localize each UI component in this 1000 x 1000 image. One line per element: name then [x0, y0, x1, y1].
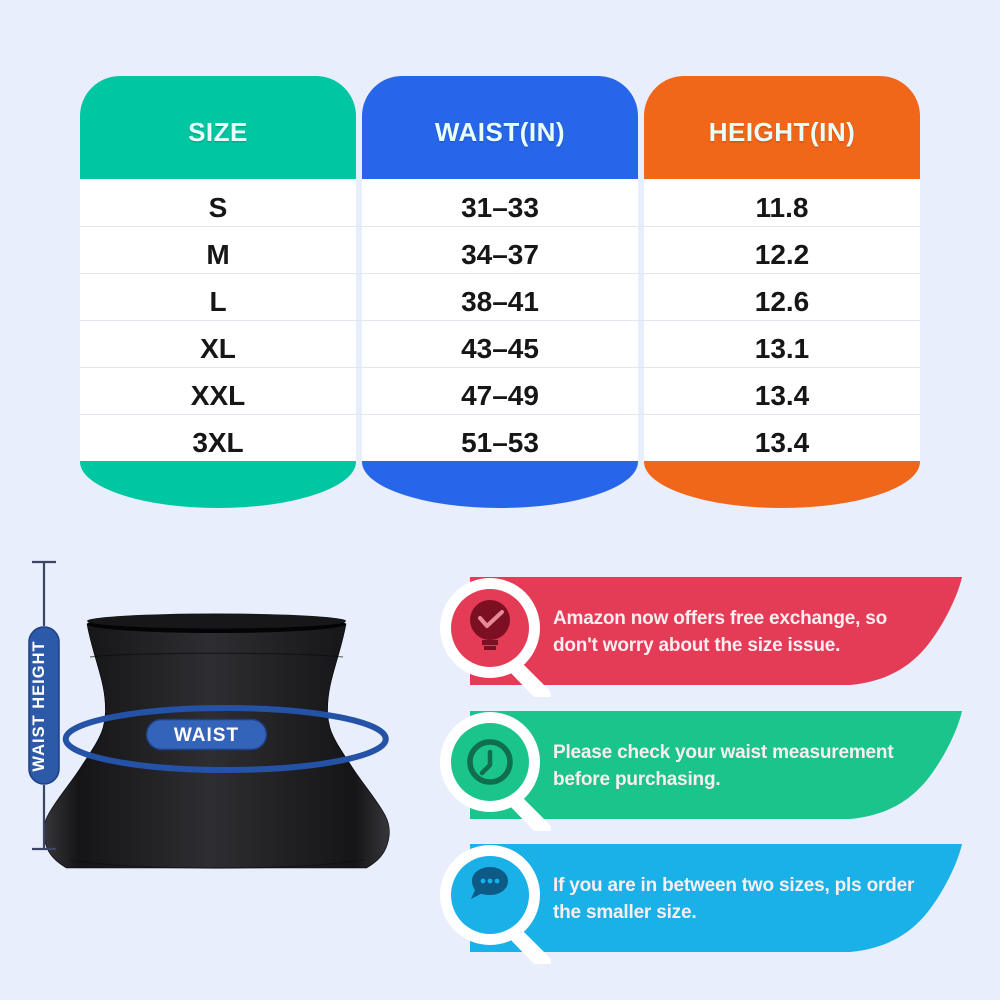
svg-text:WAIST: WAIST	[174, 725, 239, 746]
svg-text:WAIST HEIGHT: WAIST HEIGHT	[30, 640, 48, 771]
